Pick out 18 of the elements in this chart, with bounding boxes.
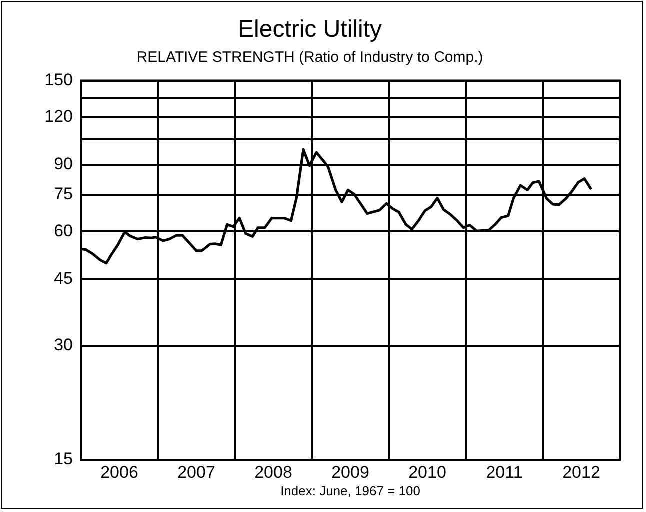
- y-tick-label: 90: [54, 154, 73, 174]
- x-tick-label: 2007: [178, 462, 216, 482]
- text: Index: June, 1967 = 100: [280, 484, 420, 499]
- y-tick-label: 75: [54, 184, 73, 204]
- chart-subtitle: RELATIVE STRENGTH (Ratio of Industry to Comp.): [136, 48, 484, 66]
- y-tick-label: 15: [54, 450, 73, 469]
- y-tick-label: 45: [54, 268, 73, 288]
- x-tick-label: 2012: [562, 462, 600, 482]
- y-tick-label: 60: [54, 221, 73, 240]
- x-tick-label: 2006: [100, 462, 138, 482]
- y-tick-label: 30: [54, 336, 73, 355]
- y-tick-label: 120: [44, 107, 73, 126]
- x-tick-label: 2008: [254, 462, 292, 482]
- x-tick-label: 2010: [408, 462, 446, 482]
- x-tick-label: 2009: [332, 462, 370, 482]
- y-tick-label: 150: [44, 70, 73, 90]
- x-tick-label: 2011: [486, 462, 523, 482]
- chart-title: Electric Utility: [238, 16, 382, 44]
